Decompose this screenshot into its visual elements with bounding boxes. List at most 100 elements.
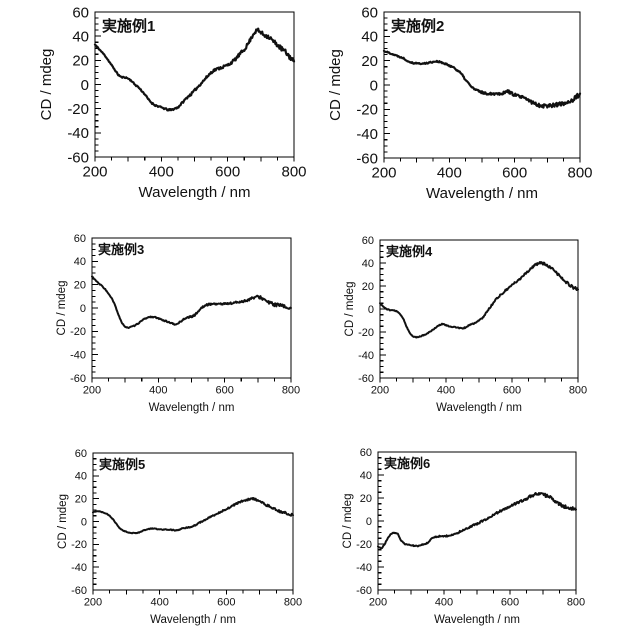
- x-tick-label: 600: [217, 596, 235, 608]
- x-tick-label: 800: [567, 596, 585, 608]
- x-axis-label: Wavelength / nm: [426, 185, 538, 202]
- x-tick-label: 800: [567, 164, 592, 181]
- x-tick-label: 800: [281, 163, 306, 180]
- chart-title: 実施例2: [391, 17, 444, 35]
- y-tick-label: 0: [368, 304, 374, 316]
- y-tick-label: -60: [67, 149, 89, 166]
- spectrum-curve: [382, 49, 582, 109]
- y-axis-tick-labels: 60 40 20 0 -20 -40 -60: [358, 235, 374, 385]
- chart-example3: 60 40 20 0 -20 -40 -60 200 400 600 800 Wavelength /…: [22, 228, 316, 423]
- y-tick-label: 60: [74, 233, 86, 245]
- x-tick-label: 600: [215, 384, 233, 396]
- spectrum-curve: [92, 497, 294, 535]
- y-axis-label: CD / mdeg: [57, 494, 69, 549]
- x-axis-label: Wavelength / nm: [436, 402, 522, 414]
- y-tick-label: 20: [74, 280, 86, 292]
- x-tick-label: 600: [215, 163, 240, 180]
- y-tick-label: -20: [70, 326, 86, 338]
- x-axis-ticks: [379, 378, 579, 383]
- y-tick-label: 0: [80, 303, 86, 315]
- y-axis-label: CD / mdeg: [38, 49, 55, 121]
- plot-frame: [92, 452, 294, 591]
- x-axis-tick-labels: 200 400 600 800: [82, 163, 306, 180]
- chart-example4: 60 40 20 0 -20 -40 -60 200 400 600 800 Wavelength /…: [310, 230, 603, 423]
- y-tick-label: 40: [74, 256, 86, 268]
- y-tick-label: 0: [81, 516, 87, 528]
- x-axis-ticks: [383, 158, 581, 163]
- x-tick-label: 200: [84, 596, 102, 608]
- y-tick-label: -60: [356, 585, 372, 597]
- y-tick-label: 60: [75, 448, 87, 460]
- x-tick-label: 200: [371, 164, 396, 181]
- x-axis-ticks: [92, 590, 294, 595]
- chart-example2: 60 40 20 0 -20 -40 -60 200 400 600 800 Wavelength /…: [314, 2, 605, 210]
- y-tick-label: 0: [370, 77, 378, 94]
- x-tick-label: 200: [82, 163, 107, 180]
- x-axis-ticks: [91, 378, 292, 383]
- y-tick-label: -20: [358, 327, 374, 339]
- x-axis-ticks: [377, 590, 577, 595]
- y-tick-label: -60: [356, 150, 378, 167]
- y-axis-label: CD / mdeg: [327, 49, 344, 121]
- y-tick-label: -40: [356, 562, 372, 574]
- y-tick-label: 40: [72, 28, 89, 45]
- y-axis-tick-labels: 60 40 20 0 -20 -40 -60: [356, 447, 372, 597]
- y-axis-label: CD / mdeg: [344, 282, 356, 337]
- y-tick-label: -20: [71, 539, 87, 551]
- x-tick-label: 400: [150, 596, 168, 608]
- y-axis-ticks: [384, 11, 390, 159]
- x-tick-label: 400: [437, 164, 462, 181]
- y-tick-label: 20: [75, 494, 87, 506]
- x-axis-tick-labels: 200 400 600 800: [369, 596, 585, 608]
- y-axis-ticks: [380, 239, 386, 379]
- y-tick-label: 0: [81, 77, 89, 94]
- y-tick-label: -20: [67, 101, 89, 118]
- x-axis-tick-labels: 200 400 600 800: [84, 596, 302, 608]
- y-axis-tick-labels: 60 40 20 0 -20 -40 -60: [356, 4, 378, 167]
- chart-title: 実施例3: [98, 242, 144, 257]
- chart-example1: 60 40 20 0 -20 -40 -60 200 400 600 800 Wavelength /…: [25, 2, 319, 209]
- y-tick-label: 60: [362, 235, 374, 247]
- y-tick-label: -20: [356, 539, 372, 551]
- x-tick-label: 400: [435, 596, 453, 608]
- chart-title: 実施例5: [99, 457, 145, 472]
- x-tick-label: 600: [502, 164, 527, 181]
- plot-frame: [91, 237, 292, 379]
- plot-frame: [377, 451, 577, 591]
- y-axis-label: CD / mdeg: [342, 494, 354, 549]
- y-tick-label: 60: [361, 4, 378, 21]
- chart-title: 実施例4: [386, 244, 433, 259]
- x-axis-label: Wavelength / nm: [139, 184, 251, 201]
- y-tick-label: -40: [71, 562, 87, 574]
- y-axis-ticks: [93, 452, 99, 591]
- y-tick-label: 20: [361, 53, 378, 70]
- y-tick-label: 40: [362, 258, 374, 270]
- x-axis-label: Wavelength / nm: [150, 614, 236, 626]
- chart-title: 実施例1: [102, 17, 155, 35]
- y-tick-label: -60: [70, 373, 86, 385]
- spectrum-curve: [93, 27, 296, 112]
- y-axis-ticks: [378, 451, 384, 591]
- y-tick-label: 60: [72, 4, 89, 21]
- y-tick-label: 20: [72, 53, 89, 70]
- x-axis-tick-labels: 200 400 600 800: [371, 164, 592, 181]
- y-tick-label: 20: [362, 281, 374, 293]
- x-tick-label: 800: [284, 596, 302, 608]
- y-axis-ticks: [95, 11, 101, 158]
- y-tick-label: 40: [360, 470, 372, 482]
- y-tick-label: -40: [356, 126, 378, 143]
- spectrum-curve: [91, 275, 292, 329]
- y-tick-label: 40: [361, 29, 378, 46]
- x-tick-label: 400: [149, 384, 167, 396]
- plot-frame: [379, 239, 579, 379]
- x-tick-label: 400: [149, 163, 174, 180]
- y-axis-tick-labels: 60 40 20 0 -20 -40 -60: [70, 233, 86, 385]
- y-axis-tick-labels: 60 40 20 0 -20 -40 -60: [71, 448, 87, 597]
- y-tick-label: -20: [356, 102, 378, 119]
